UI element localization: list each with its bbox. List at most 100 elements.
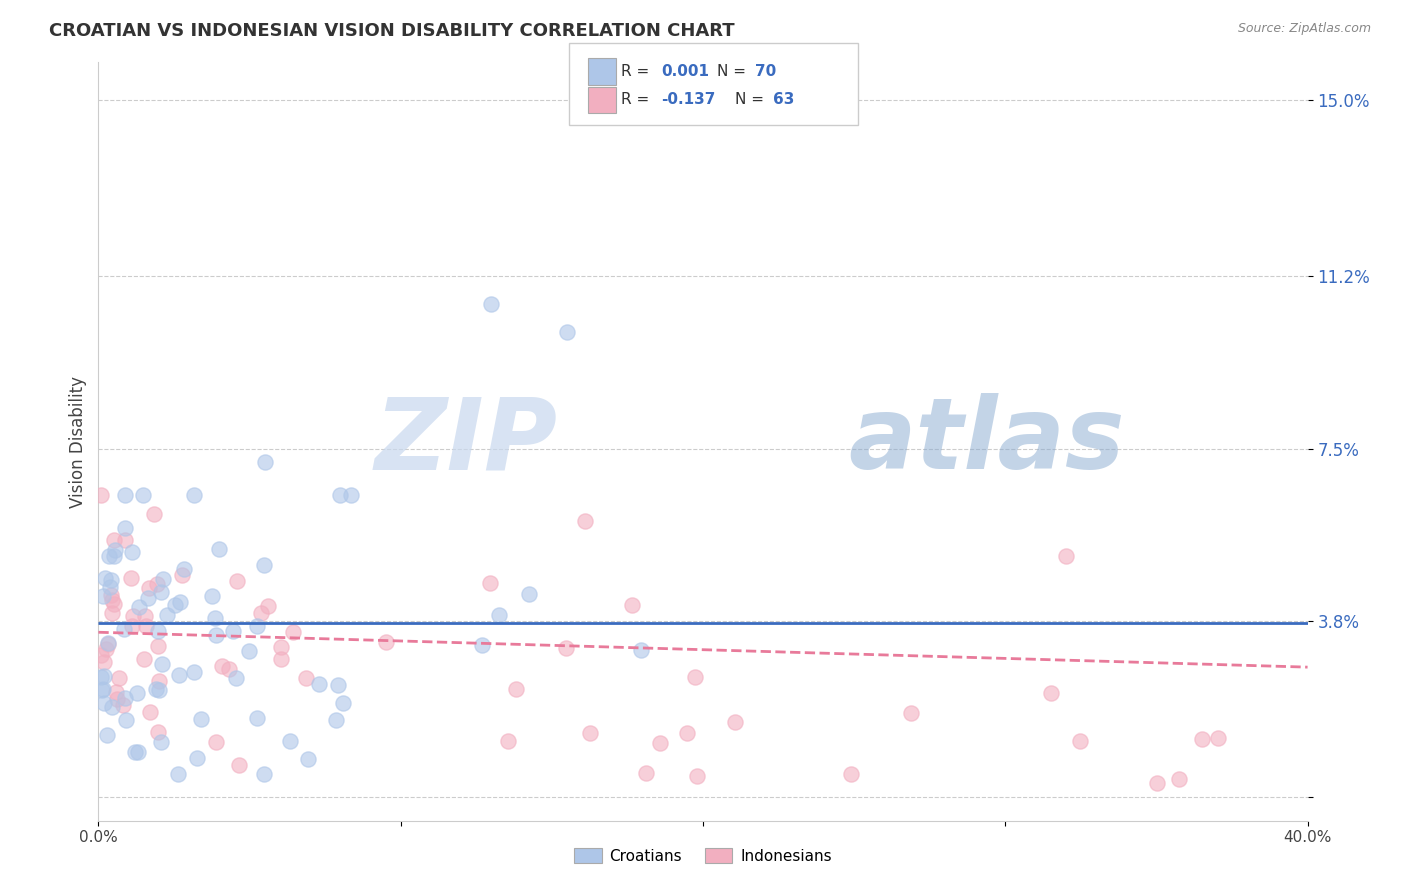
Point <box>91 682 114 697</box>
Point <box>1167 772 1189 786</box>
Point <box>138 591 160 606</box>
Text: 0.001: 0.001 <box>661 64 709 78</box>
Point <box>201 589 224 603</box>
Point <box>94 642 117 657</box>
Point <box>148 683 170 698</box>
Point <box>332 696 354 710</box>
Point <box>1191 731 1213 746</box>
Point <box>579 726 602 740</box>
Point <box>225 574 247 588</box>
Point <box>505 682 527 697</box>
Point <box>238 643 260 657</box>
Point <box>246 619 269 633</box>
Point <box>112 622 135 636</box>
Point <box>149 735 172 749</box>
Point <box>120 570 142 584</box>
Point <box>167 668 190 682</box>
Point <box>98 580 121 594</box>
Point <box>124 745 146 759</box>
Point <box>257 599 280 613</box>
Point <box>228 757 250 772</box>
Point <box>90 648 112 662</box>
Point <box>270 640 292 654</box>
Point <box>329 488 352 502</box>
Point <box>132 652 155 666</box>
Point <box>900 706 922 720</box>
Text: ZIP: ZIP <box>375 393 558 490</box>
Point <box>121 545 143 559</box>
Point <box>205 628 228 642</box>
Point <box>152 572 174 586</box>
Point <box>724 714 747 729</box>
Point <box>132 488 155 502</box>
Point <box>1069 734 1091 748</box>
Point <box>253 767 276 781</box>
Point <box>555 325 578 339</box>
Point <box>636 766 658 780</box>
Point <box>150 657 173 672</box>
Point <box>295 671 318 685</box>
Point <box>297 752 319 766</box>
Point <box>103 533 125 548</box>
Text: 70: 70 <box>755 64 776 78</box>
Text: Source: ZipAtlas.com: Source: ZipAtlas.com <box>1237 22 1371 36</box>
Point <box>90 488 112 502</box>
Point <box>1040 686 1063 700</box>
Point <box>146 725 169 739</box>
Text: N =: N = <box>717 64 751 78</box>
Point <box>278 733 301 747</box>
Point <box>488 607 510 622</box>
Point <box>517 587 540 601</box>
Y-axis label: Vision Disability: Vision Disability <box>69 376 87 508</box>
Point <box>630 643 652 657</box>
Point <box>222 624 245 638</box>
Point <box>93 668 115 682</box>
Point <box>281 624 304 639</box>
Point <box>100 700 122 714</box>
Point <box>253 455 276 469</box>
Point <box>169 595 191 609</box>
Point <box>574 514 596 528</box>
Point <box>167 767 190 781</box>
Point <box>270 651 292 665</box>
Point <box>145 682 167 697</box>
Point <box>114 533 136 548</box>
Point <box>105 691 128 706</box>
Point <box>308 677 330 691</box>
Point <box>114 521 136 535</box>
Point <box>340 488 363 502</box>
Text: R =: R = <box>621 93 655 107</box>
Point <box>496 734 519 748</box>
Point <box>91 682 114 697</box>
Text: -0.137: -0.137 <box>661 93 716 107</box>
Point <box>1146 776 1168 790</box>
Point <box>97 636 120 650</box>
Point <box>683 670 706 684</box>
Point <box>839 767 862 781</box>
Point <box>128 600 150 615</box>
Point <box>112 698 135 712</box>
Point <box>104 685 127 699</box>
Point <box>143 508 166 522</box>
Point <box>675 726 697 740</box>
Point <box>103 597 125 611</box>
Point <box>100 574 122 588</box>
Point <box>471 638 494 652</box>
Point <box>211 659 233 673</box>
Point <box>107 671 129 685</box>
Point <box>204 610 226 624</box>
Point <box>183 665 205 680</box>
Point <box>94 571 117 585</box>
Point <box>93 655 115 669</box>
Point <box>103 549 125 564</box>
Text: N =: N = <box>735 93 769 107</box>
Point <box>146 576 169 591</box>
Point <box>101 593 124 607</box>
Text: 63: 63 <box>773 93 794 107</box>
Point <box>479 576 502 591</box>
Point <box>100 588 122 602</box>
Point <box>325 713 347 727</box>
Point <box>481 297 503 311</box>
Point <box>156 607 179 622</box>
Point <box>620 598 643 612</box>
